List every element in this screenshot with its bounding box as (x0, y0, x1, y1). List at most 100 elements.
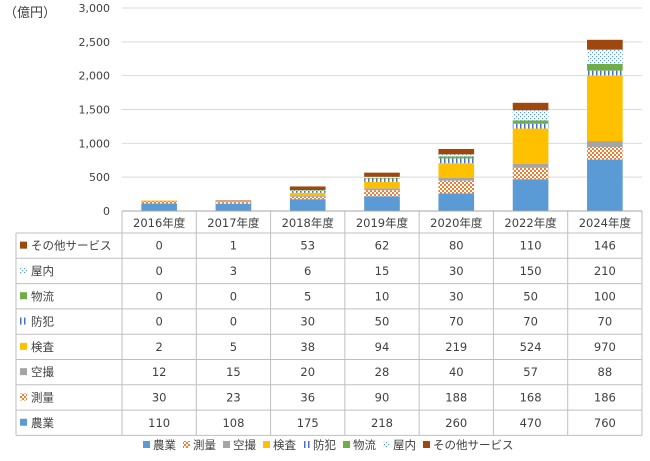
bar-segment (364, 176, 400, 178)
row-label: 空撮 (31, 365, 54, 379)
bar-segment (215, 203, 252, 211)
bar-segment (512, 120, 549, 124)
bar-segment (215, 202, 252, 204)
data-label: 970 (594, 340, 616, 354)
data-label: 168 (520, 390, 542, 404)
bar-segment (289, 190, 326, 191)
data-label: 80 (449, 239, 464, 253)
bar-segment (587, 159, 623, 211)
bar-segment (364, 190, 400, 197)
data-label: 10 (375, 289, 390, 303)
bar-segment (587, 63, 623, 71)
data-label: 62 (375, 239, 390, 253)
data-label: 218 (371, 416, 393, 430)
row-label: 屋内 (31, 264, 54, 278)
legend-key (20, 317, 27, 325)
legend-label: 検査 (273, 438, 296, 452)
bar-segment (587, 75, 623, 142)
data-label: 30 (449, 264, 464, 278)
legend-label: 屋内 (393, 438, 416, 452)
data-label: 50 (523, 289, 538, 303)
category-label: 2020年度 (430, 216, 483, 230)
data-label: 90 (375, 390, 390, 404)
bar-segment (215, 201, 252, 203)
row-label: 検査 (31, 340, 54, 354)
legend-key (20, 418, 27, 426)
bar-segment (438, 154, 475, 157)
y-tick-label: 2,000 (79, 70, 111, 83)
data-label: 38 (300, 340, 315, 354)
bar-segment (215, 200, 252, 202)
data-label: 12 (152, 365, 167, 379)
category-label: 2016年度 (133, 216, 186, 230)
bar-segment (438, 156, 475, 159)
y-tick-label: 500 (89, 171, 110, 184)
data-label: 0 (230, 315, 237, 329)
category-label: 2018年度 (282, 216, 335, 230)
data-label: 15 (226, 365, 241, 379)
data-label: 28 (375, 365, 390, 379)
legend-key (20, 241, 27, 249)
data-label: 53 (300, 239, 315, 253)
data-label: 6 (304, 264, 311, 278)
data-label: 110 (148, 416, 170, 430)
legend-key (20, 393, 27, 401)
data-label: 108 (222, 416, 244, 430)
data-label: 186 (594, 390, 616, 404)
data-label: 23 (226, 390, 241, 404)
data-label: 5 (230, 340, 237, 354)
y-tick-label: 0 (103, 205, 110, 218)
bar-segment (438, 177, 475, 181)
bar-segment (512, 179, 549, 211)
bar-segment (512, 102, 549, 111)
legend-swatch (223, 441, 230, 448)
legend-swatch (383, 441, 390, 448)
data-label: 146 (594, 239, 616, 253)
bar-segment (438, 158, 475, 164)
bar-segment (289, 190, 326, 191)
bar-segment (141, 203, 177, 211)
legend-label: 防犯 (313, 438, 336, 452)
bar-segment (364, 181, 400, 189)
data-label: 0 (155, 289, 162, 303)
data-label: 57 (523, 365, 538, 379)
data-label: 0 (155, 315, 162, 329)
data-label: 94 (375, 340, 390, 354)
legend-key (20, 342, 27, 350)
legend-swatch (263, 441, 270, 448)
data-label: 15 (375, 264, 390, 278)
data-label: 219 (445, 340, 467, 354)
row-label: 農業 (31, 416, 54, 430)
bar-segment (438, 193, 475, 211)
bar-segment (289, 195, 326, 197)
data-label: 5 (304, 289, 311, 303)
y-tick-label: 2,500 (79, 36, 111, 49)
bar-segment (364, 177, 400, 179)
data-label: 188 (445, 390, 467, 404)
bar-segment (587, 39, 623, 50)
bar-segment (438, 180, 475, 194)
data-label: 70 (598, 315, 613, 329)
category-label: 2017年度 (207, 216, 260, 230)
data-label: 2 (155, 340, 162, 354)
data-label: 524 (520, 340, 542, 354)
data-label: 36 (300, 390, 315, 404)
category-label: 2024年度 (579, 216, 632, 230)
bar-segment (141, 201, 177, 204)
data-label: 150 (520, 264, 542, 278)
bar-segment (141, 200, 177, 202)
bar-segment (364, 188, 400, 191)
y-tick-label: 1,500 (79, 104, 111, 117)
row-label: 測量 (31, 390, 54, 404)
bar-segment (289, 186, 326, 191)
data-label: 30 (152, 390, 167, 404)
legend-swatch (343, 441, 350, 448)
bar-segment (438, 163, 475, 178)
data-label: 175 (297, 416, 319, 430)
bar-segment (512, 123, 549, 129)
legend-label: 物流 (353, 438, 376, 452)
bar-segment (512, 167, 549, 180)
bar-segment (141, 200, 177, 202)
data-label: 210 (594, 264, 616, 278)
bar-segment (289, 190, 326, 193)
